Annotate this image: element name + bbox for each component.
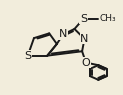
Text: S: S <box>80 14 87 24</box>
Text: S: S <box>24 51 31 61</box>
Text: CH₃: CH₃ <box>100 14 116 23</box>
Text: N: N <box>59 29 67 39</box>
Text: O: O <box>82 58 90 68</box>
Text: N: N <box>80 34 89 44</box>
